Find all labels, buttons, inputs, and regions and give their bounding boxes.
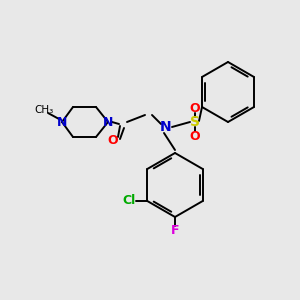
Text: S: S: [190, 115, 200, 129]
Text: CH₃: CH₃: [34, 105, 54, 115]
Text: O: O: [190, 101, 200, 115]
Text: O: O: [108, 134, 118, 146]
Text: O: O: [190, 130, 200, 142]
Text: F: F: [171, 224, 179, 238]
Text: N: N: [160, 120, 172, 134]
Text: N: N: [57, 116, 67, 128]
Text: N: N: [103, 116, 113, 128]
Text: Cl: Cl: [123, 194, 136, 208]
